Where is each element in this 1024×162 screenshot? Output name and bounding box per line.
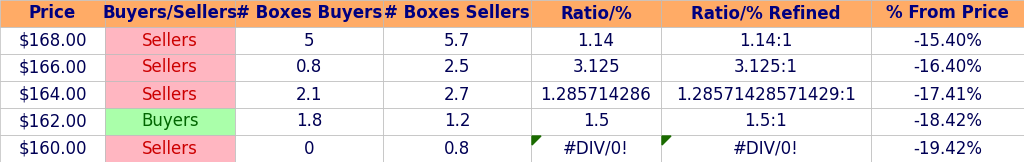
Bar	[234, 27, 383, 54]
Bar	[662, 108, 871, 135]
Text: 5.7: 5.7	[443, 31, 470, 50]
Bar	[662, 27, 871, 54]
Text: $164.00: $164.00	[18, 86, 87, 104]
Text: 1.2: 1.2	[443, 112, 470, 131]
Text: % From Price: % From Price	[886, 5, 1009, 23]
Bar	[234, 81, 383, 108]
Text: $168.00: $168.00	[18, 31, 87, 50]
Text: 1.28571428571429:1: 1.28571428571429:1	[676, 86, 856, 104]
Bar	[0, 108, 105, 135]
Bar	[234, 108, 383, 135]
Bar	[105, 27, 234, 54]
Bar	[871, 54, 1024, 81]
Text: Buyers: Buyers	[141, 112, 199, 131]
Bar	[531, 27, 662, 54]
Bar	[0, 135, 105, 162]
Bar	[0, 54, 105, 81]
Bar	[0, 27, 105, 54]
Text: -19.42%: -19.42%	[913, 139, 982, 157]
Bar	[871, 27, 1024, 54]
Text: 0: 0	[304, 139, 314, 157]
Bar	[105, 108, 234, 135]
Text: 2.1: 2.1	[296, 86, 323, 104]
Text: Ratio/%: Ratio/%	[560, 5, 632, 23]
Bar	[871, 81, 1024, 108]
Text: 3.125: 3.125	[572, 58, 620, 76]
Bar	[662, 81, 871, 108]
Bar	[383, 27, 531, 54]
Text: Sellers: Sellers	[142, 139, 198, 157]
Text: 1.8: 1.8	[296, 112, 323, 131]
Bar	[105, 0, 234, 27]
Text: Buyers/Sellers: Buyers/Sellers	[102, 5, 238, 23]
Bar	[234, 54, 383, 81]
Polygon shape	[662, 136, 671, 145]
Bar	[105, 135, 234, 162]
Text: #DIV/0!: #DIV/0!	[563, 139, 629, 157]
Bar	[662, 135, 871, 162]
Text: 1.5:1: 1.5:1	[744, 112, 787, 131]
Bar	[531, 108, 662, 135]
Text: $162.00: $162.00	[18, 112, 87, 131]
Text: #DIV/0!: #DIV/0!	[733, 139, 799, 157]
Text: 2.7: 2.7	[443, 86, 470, 104]
Text: 0.8: 0.8	[296, 58, 323, 76]
Bar	[383, 0, 531, 27]
Bar	[383, 108, 531, 135]
Text: -18.42%: -18.42%	[913, 112, 982, 131]
Bar	[0, 81, 105, 108]
Text: # Boxes Buyers: # Boxes Buyers	[236, 5, 382, 23]
Text: 1.14:1: 1.14:1	[739, 31, 793, 50]
Bar	[383, 81, 531, 108]
Bar	[383, 135, 531, 162]
Bar	[531, 0, 662, 27]
Text: -16.40%: -16.40%	[913, 58, 982, 76]
Polygon shape	[532, 136, 541, 145]
Text: Price: Price	[29, 5, 76, 23]
Bar	[662, 54, 871, 81]
Text: # Boxes Sellers: # Boxes Sellers	[384, 5, 529, 23]
Text: Sellers: Sellers	[142, 31, 198, 50]
Bar	[234, 135, 383, 162]
Bar	[0, 0, 105, 27]
Bar	[871, 135, 1024, 162]
Bar	[531, 81, 662, 108]
Text: 1.285714286: 1.285714286	[541, 86, 651, 104]
Text: Ratio/% Refined: Ratio/% Refined	[691, 5, 841, 23]
Bar	[531, 135, 662, 162]
Text: $160.00: $160.00	[18, 139, 87, 157]
Bar	[871, 108, 1024, 135]
Bar	[105, 54, 234, 81]
Text: 0.8: 0.8	[443, 139, 470, 157]
Text: 3.125:1: 3.125:1	[734, 58, 798, 76]
Bar	[383, 54, 531, 81]
Text: 5: 5	[304, 31, 314, 50]
Bar	[234, 0, 383, 27]
Text: Sellers: Sellers	[142, 86, 198, 104]
Text: -17.41%: -17.41%	[913, 86, 982, 104]
Text: 1.14: 1.14	[578, 31, 614, 50]
Text: Sellers: Sellers	[142, 58, 198, 76]
Text: 2.5: 2.5	[443, 58, 470, 76]
Bar	[531, 54, 662, 81]
Bar	[105, 81, 234, 108]
Text: -15.40%: -15.40%	[913, 31, 982, 50]
Text: $166.00: $166.00	[18, 58, 87, 76]
Text: 1.5: 1.5	[583, 112, 609, 131]
Bar	[871, 0, 1024, 27]
Bar	[662, 0, 871, 27]
